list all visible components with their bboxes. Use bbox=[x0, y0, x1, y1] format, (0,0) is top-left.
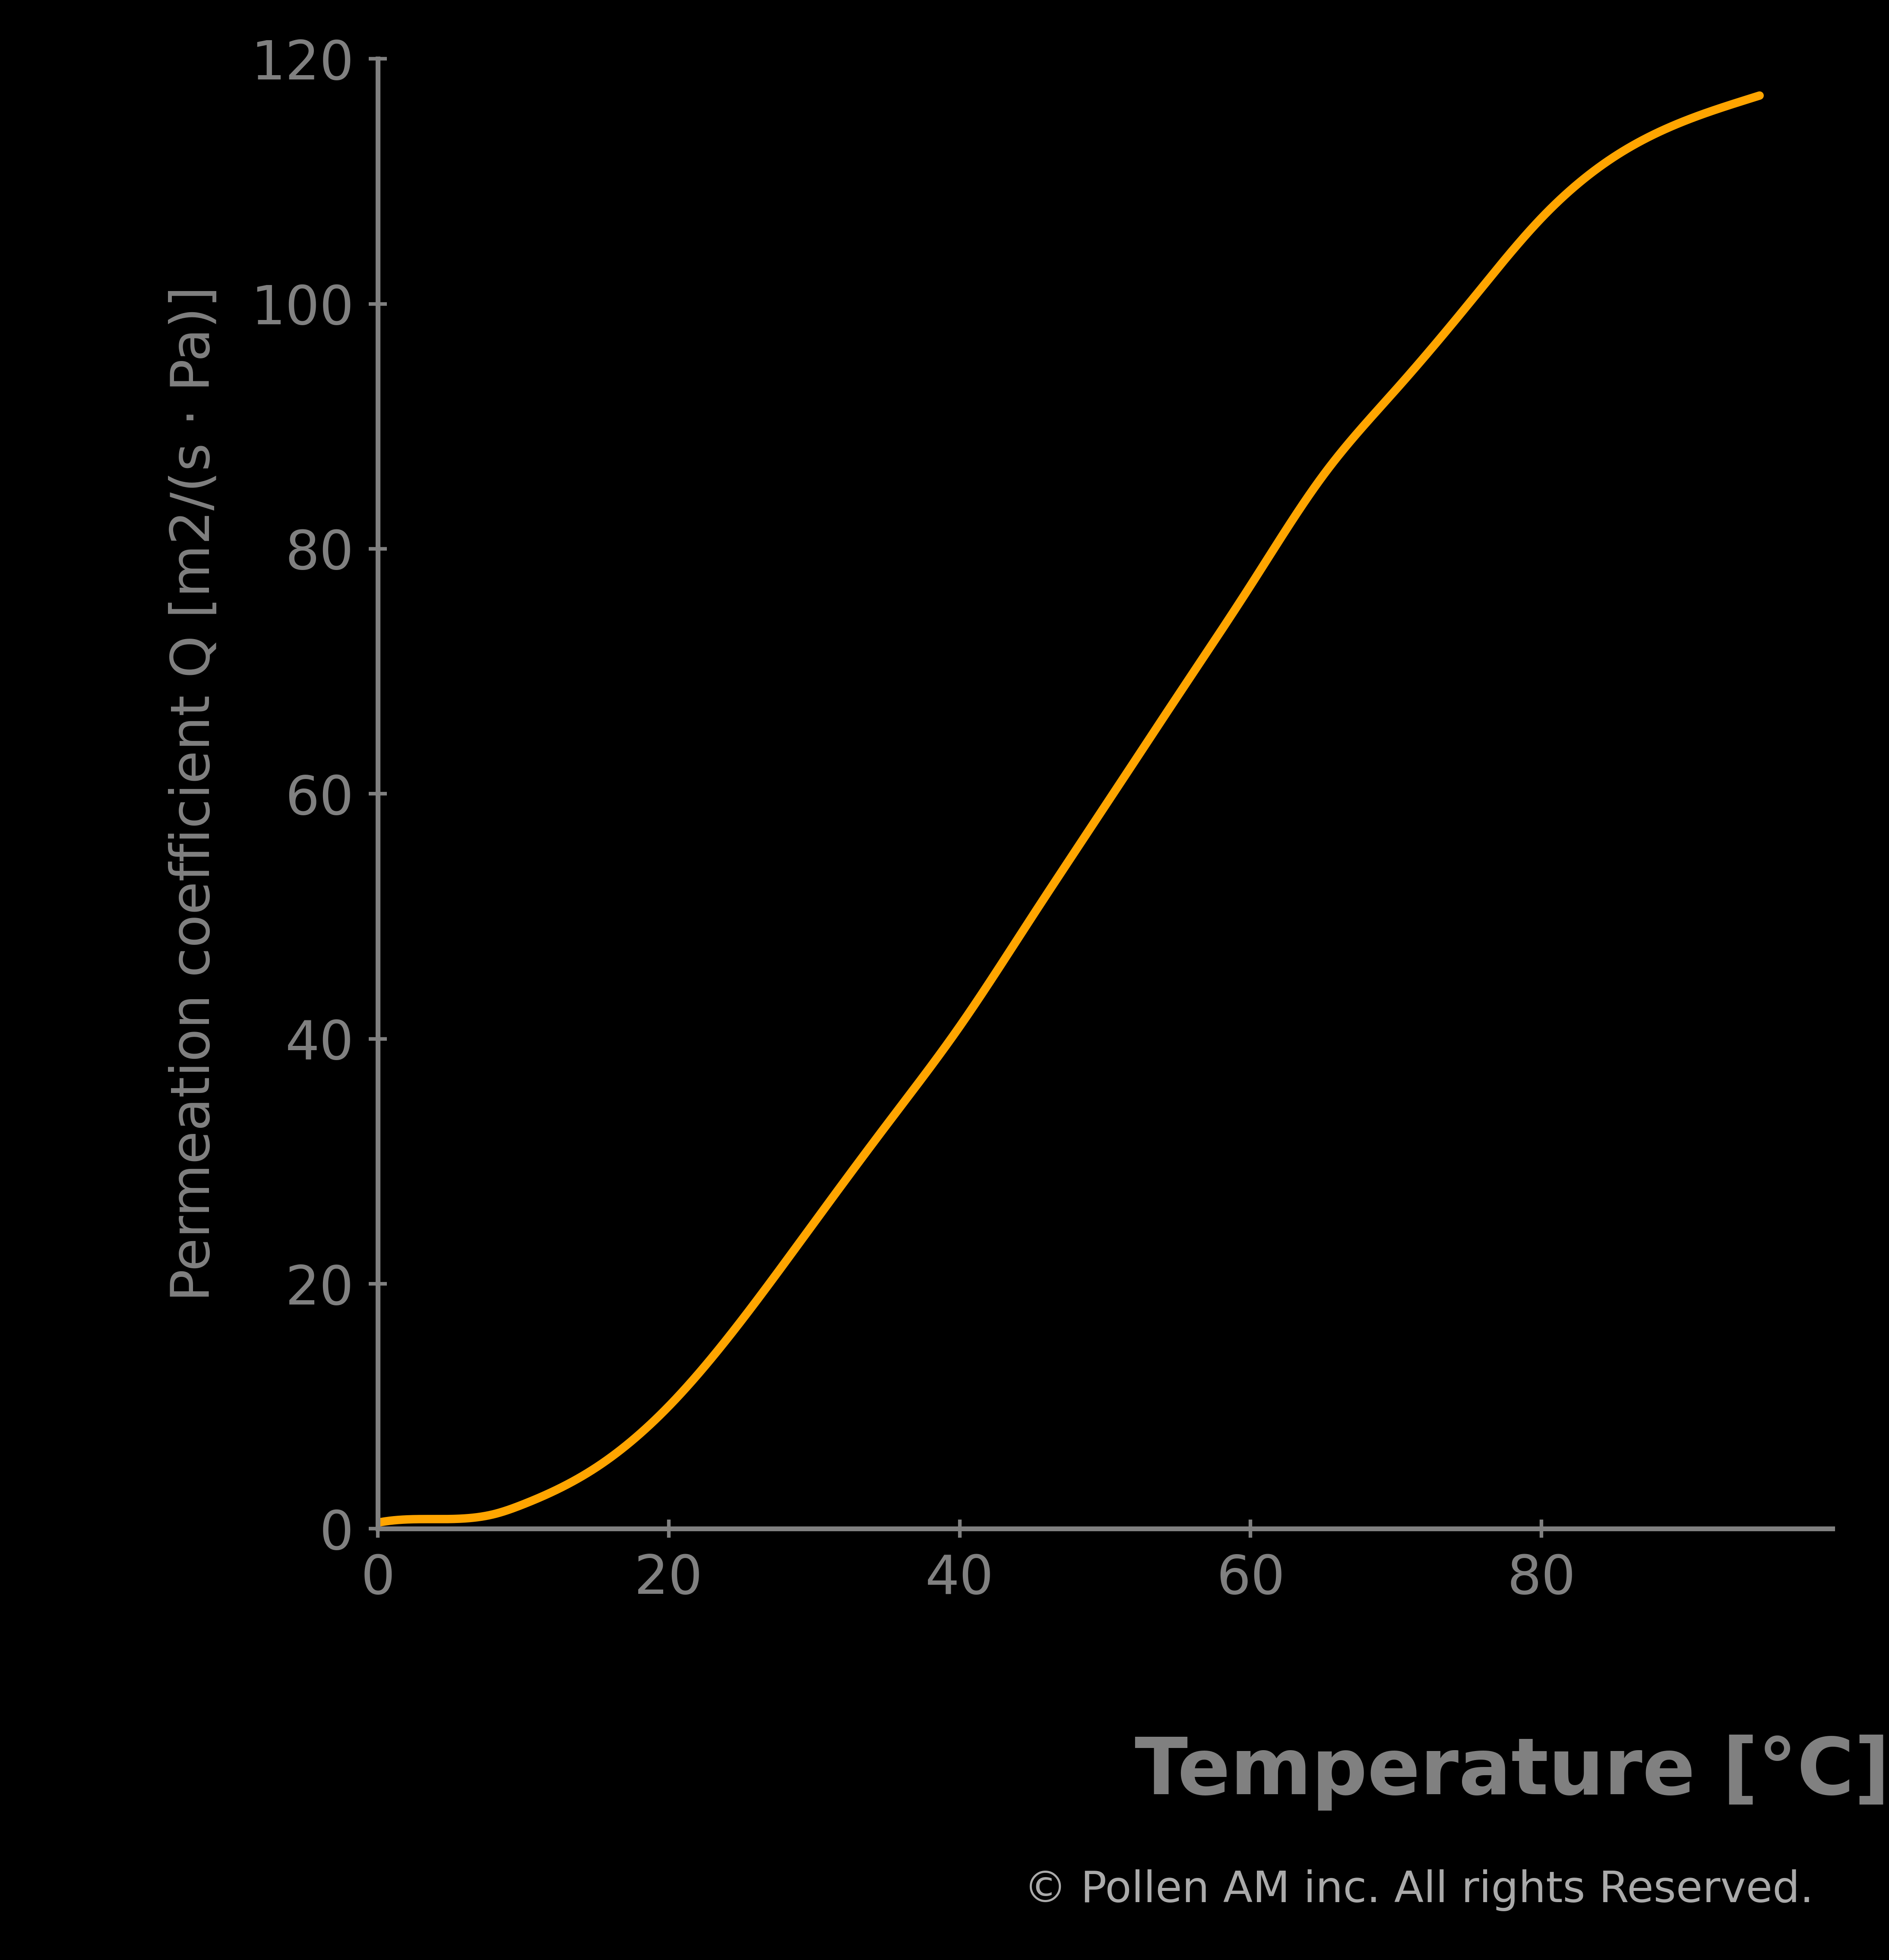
Text: © Pollen AM inc. All rights Reserved.: © Pollen AM inc. All rights Reserved. bbox=[1024, 1870, 1813, 1911]
Y-axis label: Permeation coefficient Q [m2/(s · Pa)]: Permeation coefficient Q [m2/(s · Pa)] bbox=[168, 286, 221, 1301]
X-axis label: Temperature [°C]: Temperature [°C] bbox=[1135, 1735, 1889, 1811]
